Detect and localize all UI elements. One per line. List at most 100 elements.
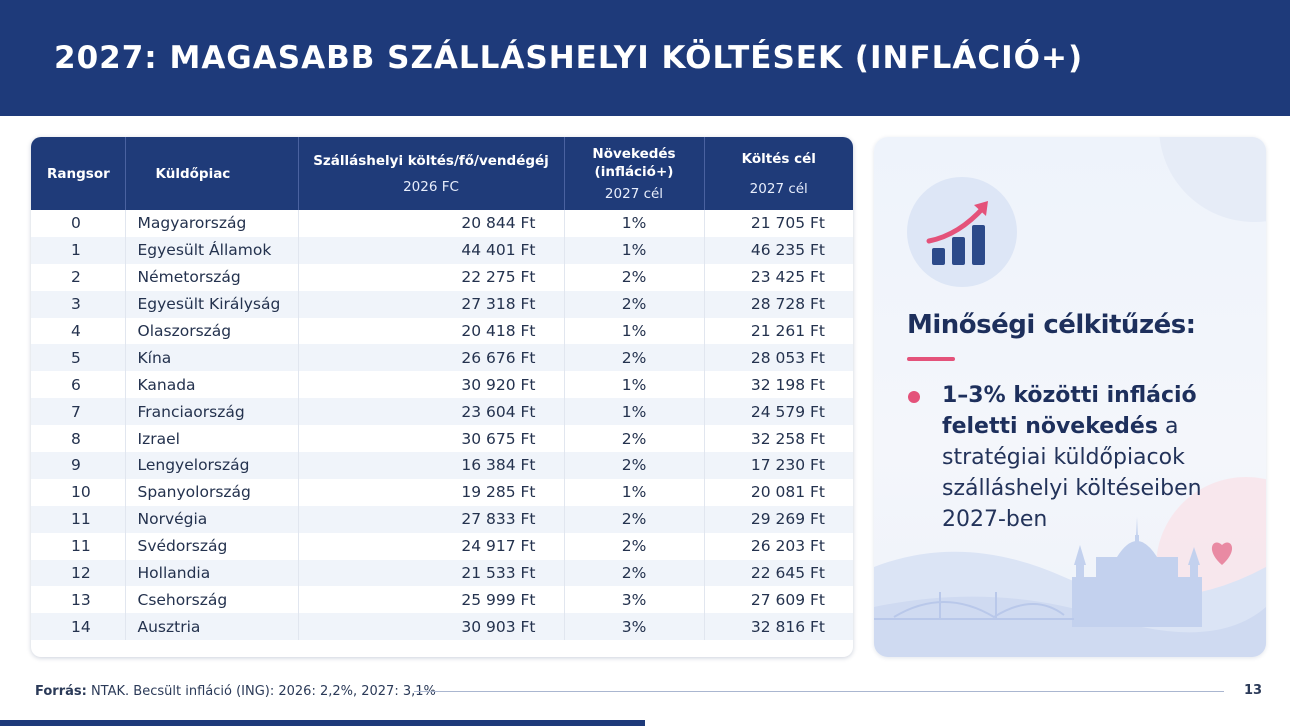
quality-goal-heading: Minőségi célkitűzés: [907, 310, 1196, 340]
cell-target: 27 609 Ft [750, 590, 825, 609]
cell-market: Olaszország [125, 317, 299, 345]
cell-cost: 27 318 Ft [298, 290, 565, 318]
quality-goal-text: 1–3% közötti infláció feletti növekedés … [942, 380, 1254, 535]
cell-market: Egyesült Államok [125, 236, 299, 264]
cell-target: 28 053 Ft [750, 348, 825, 367]
quality-goal-highlight: 1–3% közötti infláció feletti növekedés [942, 383, 1197, 439]
cell-growth: 2% [564, 532, 705, 560]
cell-cost: 26 676 Ft [298, 344, 565, 372]
cell-cost: 27 833 Ft [298, 505, 565, 533]
cell-target: 23 425 Ft [750, 268, 825, 287]
cell-rank: 8 [31, 425, 126, 453]
cell-growth: 1% [564, 317, 705, 345]
quality-goal-panel: Minőségi célkitűzés: 1–3% közötti inflác… [874, 137, 1266, 657]
cell-rank: 10 [31, 478, 126, 506]
cell-target: 32 198 Ft [750, 375, 825, 394]
cell-cost: 25 999 Ft [298, 586, 565, 614]
cell-cost: 20 844 Ft [298, 210, 565, 237]
table-row: 3 Egyesült Királyság 27 318 Ft 2% 28 728 Ft [31, 290, 853, 318]
page-number: 13 [1244, 683, 1263, 698]
cell-cost: 23 604 Ft [298, 398, 565, 426]
parliament-silhouette-icon [1072, 517, 1202, 627]
cell-rank: 1 [31, 236, 126, 264]
cell-market: Magyarország [125, 210, 299, 237]
table-row: 13 Csehország 25 999 Ft 3% 27 609 Ft [31, 586, 853, 614]
cell-cost: 30 675 Ft [298, 425, 565, 453]
table-row: 6 Kanada 30 920 Ft 1% 32 198 Ft [31, 371, 853, 399]
cell-cost: 21 533 Ft [298, 559, 565, 587]
column-header-cost-label: Szálláshelyi költés/fő/vendégéj [313, 152, 549, 169]
table-row: 8 Izrael 30 675 Ft 2% 32 258 Ft [31, 425, 853, 453]
cell-target: 46 235 Ft [750, 241, 825, 260]
source-note: Forrás: NTAK. Becsült infláció (ING): 20… [35, 684, 436, 699]
cell-growth: 3% [564, 586, 705, 614]
cell-growth: 2% [564, 290, 705, 318]
cell-market: Csehország [125, 586, 299, 614]
cell-market: Németország [125, 263, 299, 291]
table-body: 0 Magyarország 20 844 Ft 1% 21 705 Ft 1 Egyesü… [31, 210, 853, 641]
cell-rank: 13 [31, 586, 126, 614]
cell-cost: 19 285 Ft [298, 478, 565, 506]
cell-target: 26 203 Ft [750, 537, 825, 556]
table-row: 1 Egyesült Államok 44 401 Ft 1% 46 235 Ft [31, 236, 853, 264]
bridge-silhouette-icon [874, 592, 1074, 620]
cell-market: Franciaország [125, 398, 299, 426]
heart-pin-icon [1211, 542, 1233, 565]
table-header-row: Rangsor Küldőpiac Szálláshelyi költés/fő… [31, 137, 853, 210]
bullet-dot [908, 391, 920, 403]
cell-growth: 3% [564, 613, 705, 641]
cell-target: 21 705 Ft [750, 214, 825, 233]
source-text: NTAK. Becsült infláció (ING): 2026: 2,2%… [86, 684, 436, 699]
growth-icon-bg [907, 177, 1017, 287]
table-row: 11 Norvégia 27 833 Ft 2% 29 269 Ft [31, 505, 853, 533]
column-header-target-sub: 2027 cél [749, 180, 808, 197]
cell-cost: 22 275 Ft [298, 263, 565, 291]
source-label: Forrás: [35, 684, 87, 699]
bottom-accent-bar [0, 720, 645, 726]
cell-rank: 4 [31, 317, 126, 345]
cell-growth: 2% [564, 559, 705, 587]
table-row: 10 Spanyolország 19 285 Ft 1% 20 081 Ft [31, 478, 853, 506]
cell-cost: 44 401 Ft [298, 236, 565, 264]
cell-growth: 2% [564, 344, 705, 372]
cell-rank: 9 [31, 452, 126, 479]
cell-growth: 1% [564, 210, 705, 237]
cell-market: Spanyolország [125, 478, 299, 506]
cell-rank: 0 [31, 210, 126, 237]
footer-divider [414, 691, 1224, 692]
cell-market: Kanada [125, 371, 299, 399]
decor-wave-front [874, 596, 1266, 657]
table-row: 7 Franciaország 23 604 Ft 1% 24 579 Ft [31, 398, 853, 426]
cell-target: 21 261 Ft [750, 322, 825, 340]
column-header-market: Küldőpiac [125, 137, 299, 210]
growth-chart-icon [926, 201, 988, 265]
table-row: 0 Magyarország 20 844 Ft 1% 21 705 Ft [31, 210, 853, 237]
cell-target: 22 645 Ft [750, 564, 825, 583]
cell-target: 29 269 Ft [750, 510, 825, 529]
decor-circle [1159, 137, 1266, 222]
spending-table-card: Rangsor Küldőpiac Szálláshelyi költés/fő… [31, 137, 853, 657]
cell-target: 20 081 Ft [750, 483, 825, 502]
cell-rank: 11 [31, 505, 126, 533]
cell-target: 32 258 Ft [750, 429, 825, 448]
table-row: 9 Lengyelország 16 384 Ft 2% 17 230 Ft [31, 452, 853, 479]
cell-rank: 6 [31, 371, 126, 399]
cell-cost: 24 917 Ft [298, 532, 565, 560]
panel-illustration [874, 137, 1266, 657]
cell-rank: 14 [31, 613, 126, 641]
heading-underline [907, 357, 955, 361]
table-row: 2 Németország 22 275 Ft 2% 23 425 Ft [31, 263, 853, 291]
cell-target: 17 230 Ft [750, 456, 825, 475]
cell-growth: 1% [564, 398, 705, 426]
cell-rank: 7 [31, 398, 126, 426]
column-header-growth: Növekedés (infláció+) 2027 cél [564, 137, 705, 210]
cell-rank: 11 [31, 532, 126, 560]
cell-growth: 2% [564, 425, 705, 453]
cell-cost: 30 920 Ft [298, 371, 565, 399]
column-header-cost: Szálláshelyi költés/fő/vendégéj 2026 FC [298, 137, 565, 210]
cell-market: Izrael [125, 425, 299, 453]
table-row: 4 Olaszország 20 418 Ft 1% 21 261 Ft [31, 317, 853, 345]
spending-table: Rangsor Küldőpiac Szálláshelyi költés/fő… [31, 137, 853, 641]
cell-growth: 1% [564, 371, 705, 399]
cell-cost: 30 903 Ft [298, 613, 565, 641]
